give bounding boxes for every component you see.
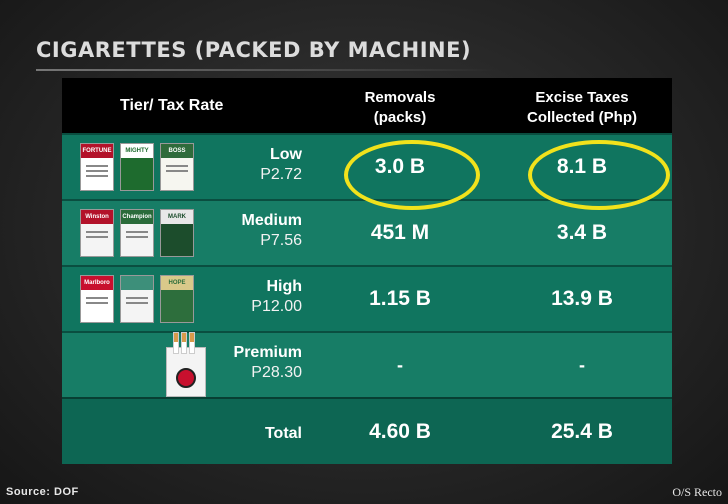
header-tier: Tier/ Tax Rate xyxy=(120,96,224,114)
header-removals-line2: (packs) xyxy=(373,108,427,126)
excise-value: 3.4 B xyxy=(556,221,608,244)
premium-pack-image xyxy=(166,332,206,397)
pack-brand: HOPE xyxy=(161,276,193,290)
pack-brand: MIGHTY xyxy=(121,144,153,158)
excise-value: - xyxy=(579,354,585,375)
pack-brand: Winston xyxy=(81,210,113,224)
header-excise-line2: Collected (Php) xyxy=(526,108,637,126)
table-header-row: Tier/ Tax Rate Removals (packs) Excise T… xyxy=(62,78,672,134)
total-excise-value: 25.4 B xyxy=(551,419,613,443)
brand-packs-high: Marlboro HOPE xyxy=(80,275,194,323)
cigarette-pack-image: FORTUNE xyxy=(80,143,114,191)
table-total-row: Total 4.60 B 25.4 B xyxy=(62,398,672,464)
tier-label: Low xyxy=(270,146,302,163)
tier-rate: P2.72 xyxy=(260,166,302,183)
tier-rate: P7.56 xyxy=(260,232,302,249)
pack-brand: FORTUNE xyxy=(81,144,113,158)
removals-value: 1.15 B xyxy=(369,287,431,310)
cigarette-pack-image: BOSS xyxy=(160,143,194,191)
pack-brand: Marlboro xyxy=(81,276,113,290)
header-excise-line1: Excise Taxes xyxy=(535,88,629,106)
header-removals: Removals (packs) xyxy=(308,78,492,134)
tier-label: High xyxy=(266,278,302,295)
excise-table: Tier/ Tax Rate Removals (packs) Excise T… xyxy=(62,78,672,464)
cigarette-pack-image: Marlboro xyxy=(80,275,114,323)
cigarette-pack-image: MIGHTY xyxy=(120,143,154,191)
table-row: Premium P28.30 - - xyxy=(62,332,672,398)
tier-name: Premium P28.30 xyxy=(234,343,302,383)
tier-label: Premium xyxy=(233,344,302,361)
pack-brand xyxy=(121,276,153,290)
tier-name: High P12.00 xyxy=(251,277,302,317)
cigarette-pack-image xyxy=(120,275,154,323)
header-removals-line1: Removals xyxy=(364,88,436,106)
cigarette-pack-image: MARK xyxy=(160,209,194,257)
tier-name: Medium P7.56 xyxy=(242,211,302,251)
brand-packs-low: FORTUNE MIGHTY BOSS xyxy=(80,143,194,191)
removals-value: - xyxy=(397,354,403,375)
tier-rate: P28.30 xyxy=(251,364,302,381)
tier-cell-low: FORTUNE MIGHTY BOSS Low P2.72 xyxy=(62,134,308,200)
excise-value: 13.9 B xyxy=(551,287,613,310)
slide-title: CIGARETTES (PACKED BY MACHINE) xyxy=(36,38,472,62)
title-underline xyxy=(36,69,496,71)
header-excise: Excise Taxes Collected (Php) xyxy=(492,78,672,134)
pack-brand: BOSS xyxy=(161,144,193,158)
total-removals-value: 4.60 B xyxy=(369,419,431,443)
cigarette-pack-image: HOPE xyxy=(160,275,194,323)
total-cell: Total xyxy=(62,398,308,464)
brand-packs-medium: Winston Champion MARK xyxy=(80,209,194,257)
total-label: Total xyxy=(264,425,302,442)
tier-cell-premium: Premium P28.30 xyxy=(62,332,308,398)
removals-value: 3.0 B xyxy=(374,155,426,178)
tier-cell-medium: Winston Champion MARK Medium P7.56 xyxy=(62,200,308,266)
table-row: Winston Champion MARK Medium P7.56 xyxy=(62,200,672,266)
credit-note: O/S Recto xyxy=(672,485,722,499)
table-row: FORTUNE MIGHTY BOSS Low P2.72 3.0 B xyxy=(62,134,672,200)
removals-value: 451 M xyxy=(370,221,430,244)
tier-label: Medium xyxy=(241,212,302,229)
source-note: Source: DOF xyxy=(6,486,79,498)
tier-name: Low P2.72 xyxy=(260,145,302,185)
pack-brand: Champion xyxy=(121,210,153,224)
cigarette-pack-image: Winston xyxy=(80,209,114,257)
cigarette-pack-image: Champion xyxy=(120,209,154,257)
tier-rate: P12.00 xyxy=(251,298,302,315)
table-row: Marlboro HOPE High P12.00 1.15 B xyxy=(62,266,672,332)
excise-value: 8.1 B xyxy=(556,155,608,178)
pack-seal-icon xyxy=(176,368,196,388)
tier-cell-high: Marlboro HOPE High P12.00 xyxy=(62,266,308,332)
pack-brand: MARK xyxy=(161,210,193,224)
